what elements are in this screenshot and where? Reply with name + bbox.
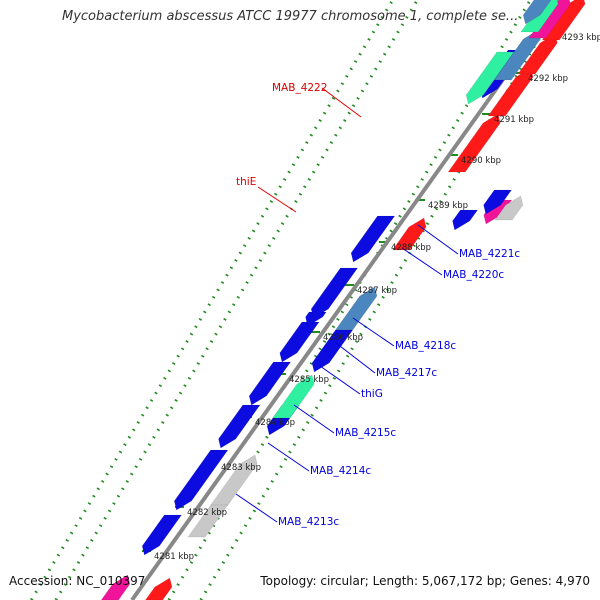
label-leader-line xyxy=(267,442,310,472)
gene-arrow[interactable] xyxy=(174,449,229,511)
tick-dots-ring-2 xyxy=(54,0,420,600)
topology-summary-text: Topology: circular; Length: 5,067,172 bp… xyxy=(260,574,590,588)
gene-arrow[interactable] xyxy=(522,0,555,25)
label-leader-line xyxy=(257,186,297,213)
gene-label[interactable]: MAB_4218c xyxy=(395,340,456,352)
kbp-tick-label: 4292 kbp xyxy=(528,74,568,84)
kbp-tick-label: 4283 kbp xyxy=(221,463,261,473)
accession-text: Accession: NC_010397 xyxy=(9,574,146,588)
gene-label[interactable]: MAB_4217c xyxy=(376,367,437,379)
label-leader-line xyxy=(293,404,335,434)
backbone-line xyxy=(130,100,489,600)
gene-label[interactable]: MAB_4221c xyxy=(459,248,520,260)
gene-arrow[interactable] xyxy=(483,189,512,215)
kbp-tick-label: 4284 kbp xyxy=(255,418,295,428)
gene-arrow[interactable] xyxy=(248,361,292,406)
kbp-tick-label: 4289 kbp xyxy=(428,201,468,211)
gene-arrow[interactable] xyxy=(218,404,261,449)
gene-arrow[interactable] xyxy=(494,195,524,221)
kbp-tick-label: 4286 kbp xyxy=(323,333,363,343)
map-title: Mycobacterium abscessus ATCC 19977 chrom… xyxy=(62,9,519,24)
label-leader-line xyxy=(335,342,376,374)
gene-arrow[interactable] xyxy=(392,217,427,251)
gene-label[interactable]: MAB_4213c xyxy=(278,516,339,528)
gene-arrow[interactable] xyxy=(465,51,515,105)
tick-labels-layer: 4293 kbp 4292 kbp 4291 kbp 4290 kbp 4289 kbp… xyxy=(154,33,600,562)
tick-dots-ring-4 xyxy=(199,0,564,600)
gene-arrow[interactable] xyxy=(350,215,396,263)
kbp-tick-label: 4287 kbp xyxy=(357,286,397,296)
gene-label[interactable]: MAB_4215c xyxy=(335,427,396,439)
kbp-tick-label: 4282 kbp xyxy=(187,508,227,518)
kbp-tick-label: 4293 kbp xyxy=(562,33,600,43)
label-leader-line xyxy=(235,493,278,523)
kbp-tick-label: 4285 kbp xyxy=(289,375,329,385)
gene-label[interactable]: thiE xyxy=(236,176,256,188)
genes-layer xyxy=(100,0,586,600)
gene-arrow[interactable] xyxy=(279,321,320,363)
label-leader-line xyxy=(321,87,362,118)
label-leader-line xyxy=(352,317,395,347)
gene-label[interactable]: MAB_4222 xyxy=(272,82,327,94)
gene-arrow[interactable] xyxy=(100,574,131,600)
label-leader-line xyxy=(417,224,459,255)
gene-arrow[interactable] xyxy=(452,209,479,231)
tick-dots-ring-1 xyxy=(30,0,395,600)
gene-arrow[interactable] xyxy=(335,286,378,331)
tick-dots-ring-3 xyxy=(167,0,533,600)
gene-arrow[interactable] xyxy=(272,374,315,419)
label-leader-line xyxy=(401,247,443,276)
gene-label[interactable]: MAB_4214c xyxy=(310,465,371,477)
gene-arrow[interactable] xyxy=(141,514,182,556)
kbp-tick-label: 4288 kbp xyxy=(391,243,431,253)
gene-label[interactable]: thiG xyxy=(361,388,383,400)
gene-labels-layer: MAB_4222 thiE MAB_4221c MAB_4220c MAB_4218c M… xyxy=(236,82,520,528)
gene-arrow[interactable] xyxy=(310,267,359,319)
gene-arrow[interactable] xyxy=(145,577,173,600)
kbp-tick-label: 4290 kbp xyxy=(461,156,501,166)
label-leader-line xyxy=(319,365,361,395)
gene-label[interactable]: MAB_4220c xyxy=(443,269,504,281)
gene-arrow[interactable] xyxy=(210,454,258,506)
gene-arrow[interactable] xyxy=(447,113,501,173)
leader-lines-layer xyxy=(235,87,459,523)
kbp-tick-label: 4281 kbp xyxy=(154,552,194,562)
kbp-tick-label: 4291 kbp xyxy=(494,115,534,125)
